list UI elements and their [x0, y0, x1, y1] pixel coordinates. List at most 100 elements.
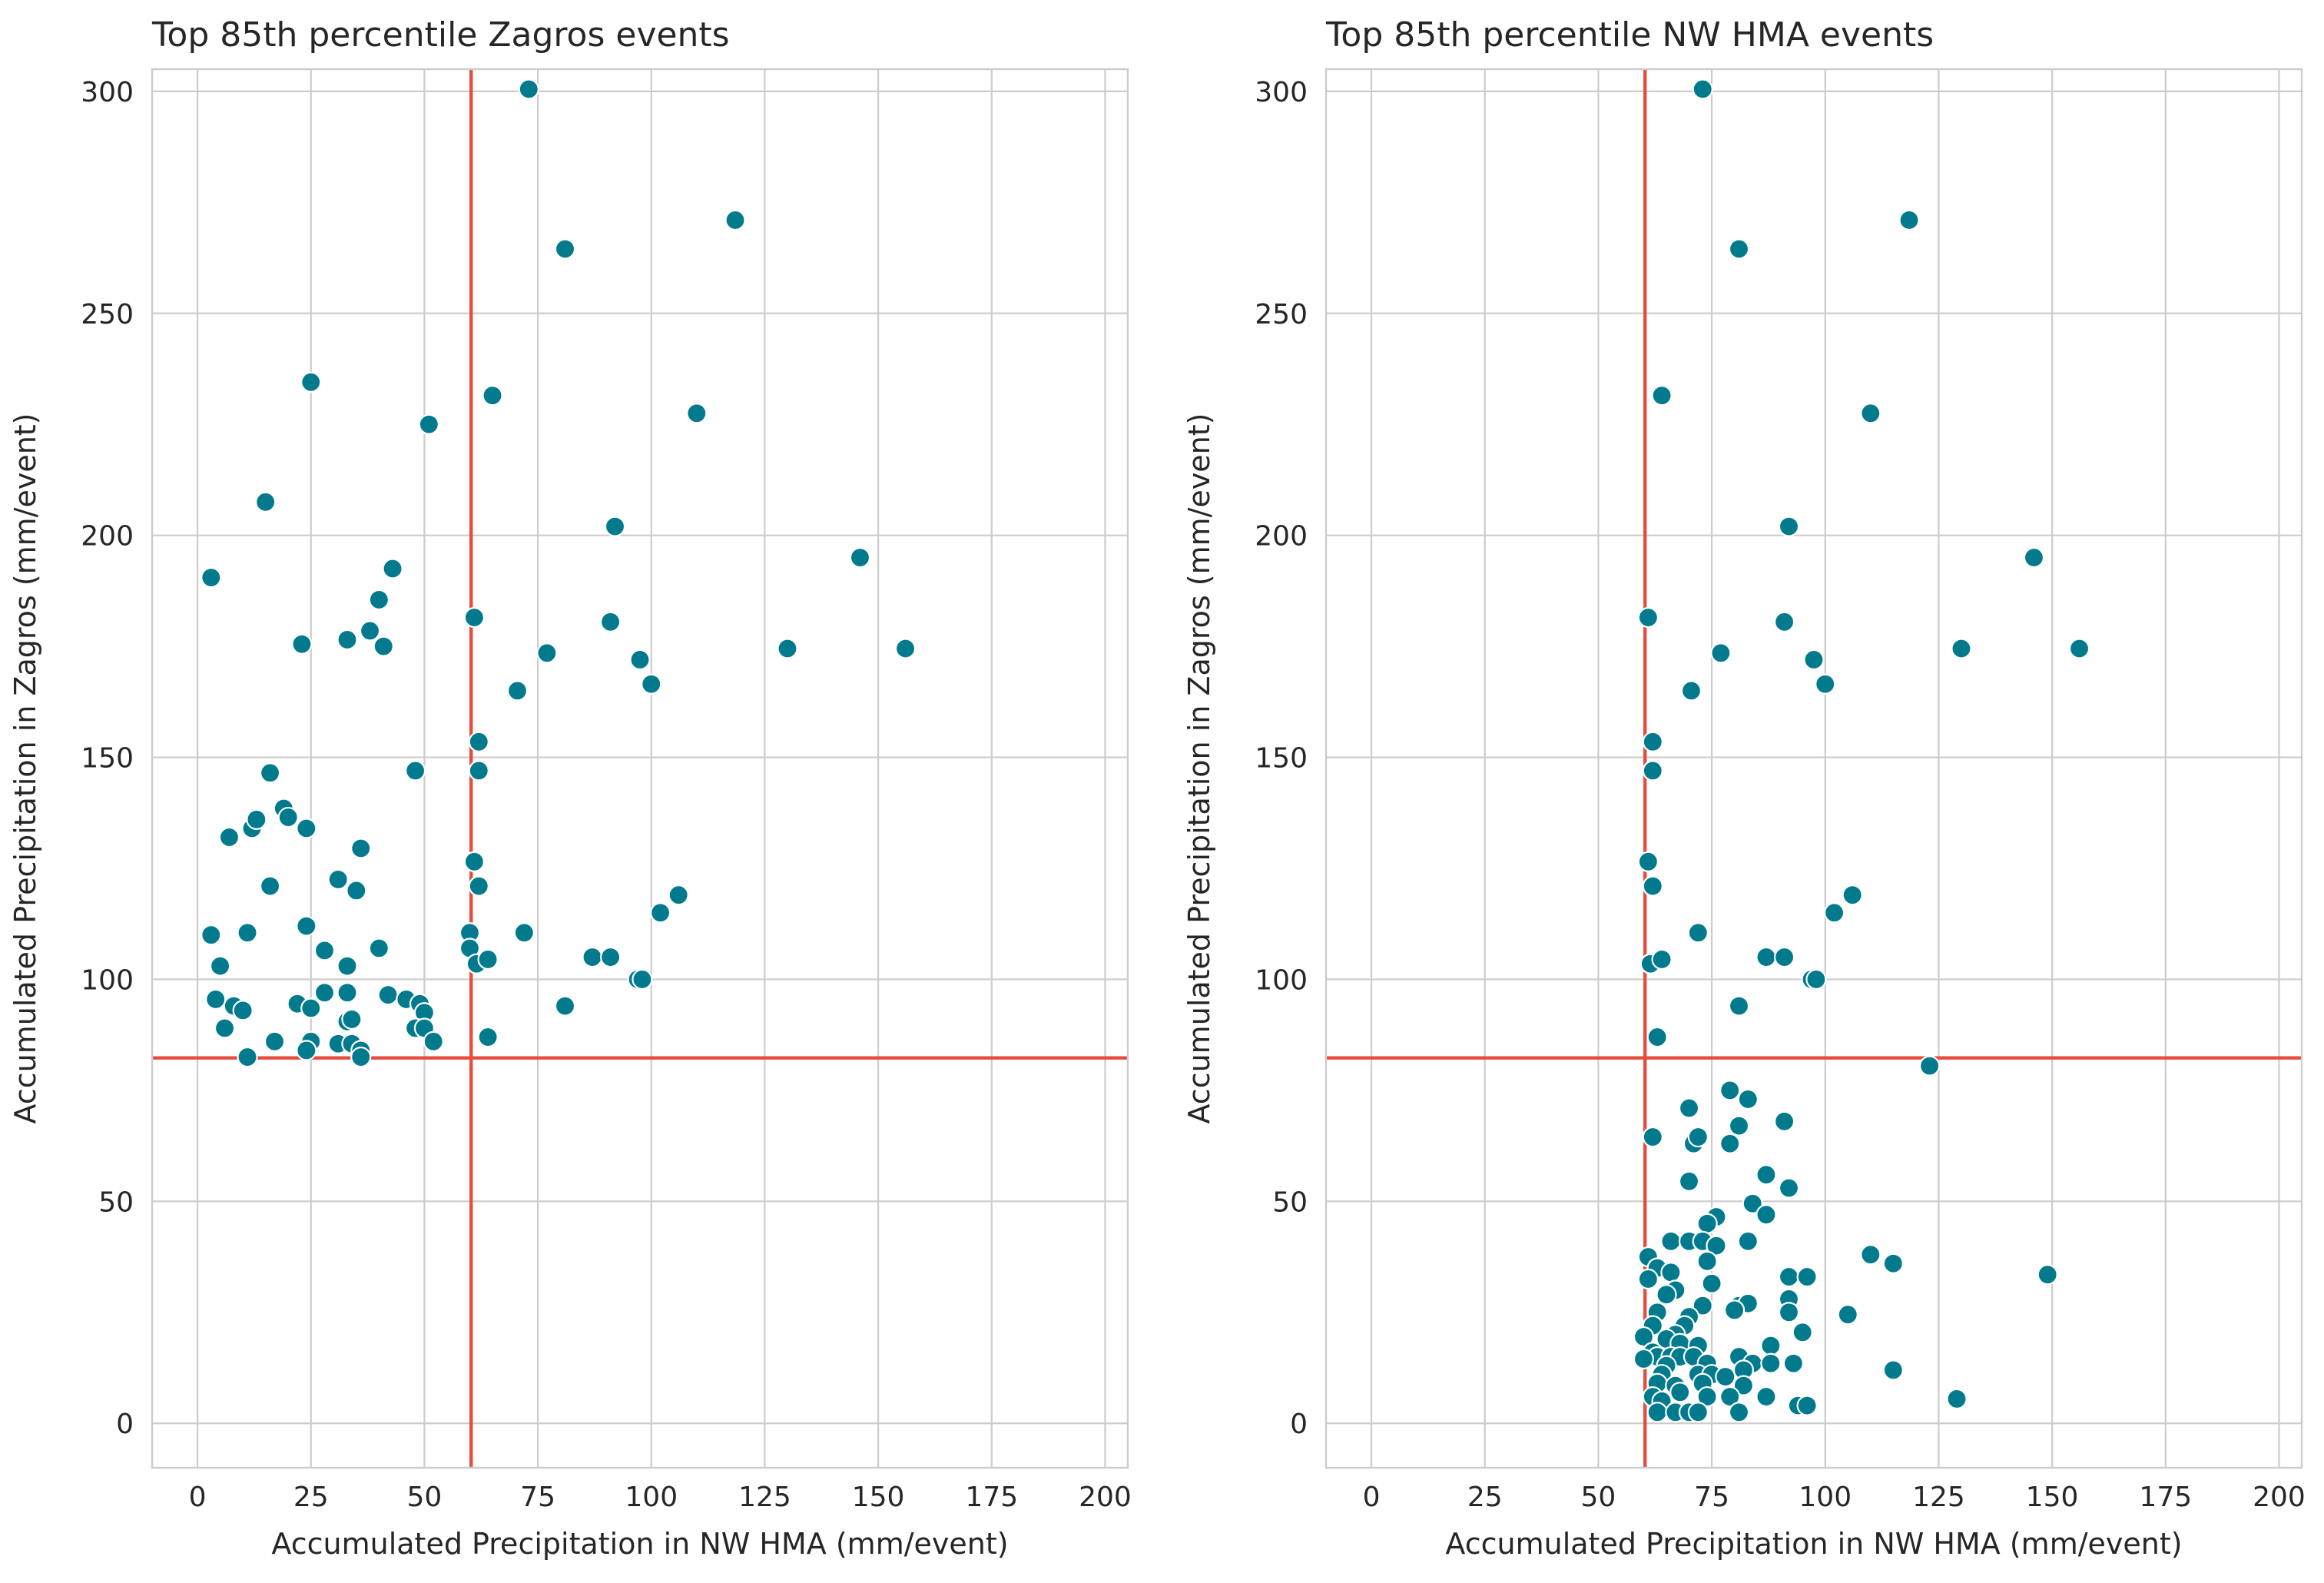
right-data-point — [1646, 1026, 1668, 1048]
left-data-point — [214, 1017, 236, 1039]
right-x-tick-label: 100 — [1799, 1482, 1852, 1513]
left-data-point — [724, 209, 746, 231]
left-data-point — [468, 731, 489, 752]
left-data-point — [291, 633, 313, 655]
right-x-axis-label: Accumulated Precipitation in NW HMA (mm/… — [1445, 1527, 2182, 1561]
right-data-point — [1860, 403, 1881, 424]
left-data-point — [210, 955, 231, 977]
right-data-point — [1778, 1266, 1800, 1288]
right-data-point — [1633, 1348, 1655, 1370]
left-data-point — [346, 880, 367, 901]
left-grid — [152, 69, 1128, 1468]
right-data-point — [1805, 968, 1827, 991]
right-data-point — [1651, 385, 1673, 407]
left-y-axis-label: Accumulated Precipitation in Zagros (mm/… — [8, 413, 42, 1123]
left-y-tick-label: 200 — [81, 521, 134, 553]
right-data-point — [1710, 642, 1732, 664]
left-data-point — [264, 1030, 286, 1052]
right-data-point — [1696, 1213, 1718, 1234]
right-data-point — [1755, 946, 1777, 968]
left-data-point — [313, 982, 336, 1004]
left-data-point — [350, 838, 372, 859]
left-data-point — [341, 1008, 363, 1030]
right-data-point — [1796, 1266, 1818, 1288]
left-data-point — [641, 673, 662, 695]
left-x-tick-label: 25 — [293, 1482, 329, 1513]
left-x-tick-label: 150 — [852, 1482, 905, 1513]
left-data-point — [649, 902, 671, 924]
right-data-point — [1778, 516, 1800, 537]
left-data-point — [201, 566, 222, 589]
left-data-point — [686, 403, 708, 424]
right-data-point — [1680, 680, 1702, 702]
right-data-point — [1687, 1126, 1709, 1148]
left-data-point — [468, 760, 489, 782]
right-data-point — [1951, 638, 1972, 659]
right-data-point — [1651, 948, 1673, 971]
right-x-tick-label: 25 — [1467, 1482, 1503, 1513]
left-y-tick-label: 0 — [116, 1409, 134, 1440]
right-x-tick-label: 175 — [2139, 1482, 2192, 1513]
left-scatter-panel: 0 25 50 75 100 125 150 175 200 0 50 100 150 200 250 30… — [8, 15, 1132, 1561]
right-y-tick-label: 300 — [1255, 77, 1308, 108]
left-y-tick-labels: 0 50 100 150 200 250 300 — [81, 77, 134, 1440]
left-data-point — [246, 808, 267, 831]
right-data-point — [1637, 851, 1659, 872]
right-data-point — [1715, 1366, 1736, 1388]
right-data-point — [1898, 209, 1920, 231]
right-data-point — [1774, 946, 1795, 968]
right-data-point — [1678, 1097, 1700, 1119]
right-data-points — [1633, 78, 2090, 1423]
right-data-point — [1656, 1284, 1677, 1306]
right-scatter-panel: 0 25 50 75 100 125 150 175 200 0 50 100 150 200 250 30… — [1182, 15, 2306, 1561]
right-data-point — [1646, 1402, 1668, 1423]
left-data-point — [382, 558, 403, 579]
left-data-point — [506, 680, 529, 702]
right-data-point — [1774, 611, 1795, 632]
left-data-point — [313, 940, 336, 961]
right-data-point — [1678, 1170, 1700, 1192]
right-data-point — [1706, 1235, 1727, 1256]
right-data-point — [1728, 1115, 1750, 1137]
left-data-point — [418, 413, 439, 435]
left-data-point — [350, 1046, 372, 1068]
right-data-point — [1642, 731, 1663, 752]
right-data-point — [1774, 1110, 1795, 1132]
right-data-point — [1919, 1055, 1941, 1077]
left-y-tick-label: 150 — [81, 743, 134, 775]
left-data-point — [232, 1000, 254, 1021]
left-data-points — [201, 78, 917, 1068]
right-data-point — [1778, 1177, 1800, 1199]
left-y-tick-label: 100 — [81, 964, 134, 996]
right-data-point — [1696, 1250, 1718, 1272]
left-data-point — [205, 988, 227, 1011]
right-data-point — [1642, 875, 1663, 897]
right-data-point — [1637, 606, 1659, 629]
right-data-point — [1760, 1352, 1782, 1374]
left-data-point — [604, 516, 626, 537]
right-y-tick-label: 50 — [1272, 1186, 1308, 1218]
right-y-axis-label: Accumulated Precipitation in Zagros (mm/… — [1182, 413, 1216, 1123]
right-data-point — [1842, 884, 1863, 906]
left-data-point — [259, 875, 281, 897]
right-data-point — [1946, 1388, 1968, 1410]
left-data-point — [377, 984, 399, 1006]
left-data-point — [259, 762, 281, 784]
right-x-tick-label: 125 — [1912, 1482, 1965, 1513]
right-y-tick-label: 250 — [1255, 299, 1308, 330]
left-data-point — [477, 1026, 499, 1048]
left-y-tick-label: 250 — [81, 299, 134, 330]
right-data-point — [1760, 1335, 1782, 1356]
left-data-point — [300, 371, 322, 393]
right-data-point — [1815, 673, 1836, 695]
left-data-point — [668, 884, 689, 906]
right-data-point — [1792, 1322, 1813, 1343]
left-data-point — [777, 638, 798, 659]
left-data-point — [336, 955, 358, 977]
left-data-point — [629, 649, 651, 671]
left-data-point — [336, 982, 358, 1004]
right-data-point — [1696, 1386, 1718, 1408]
left-data-point — [218, 826, 240, 848]
right-x-tick-label: 150 — [2026, 1482, 2079, 1513]
